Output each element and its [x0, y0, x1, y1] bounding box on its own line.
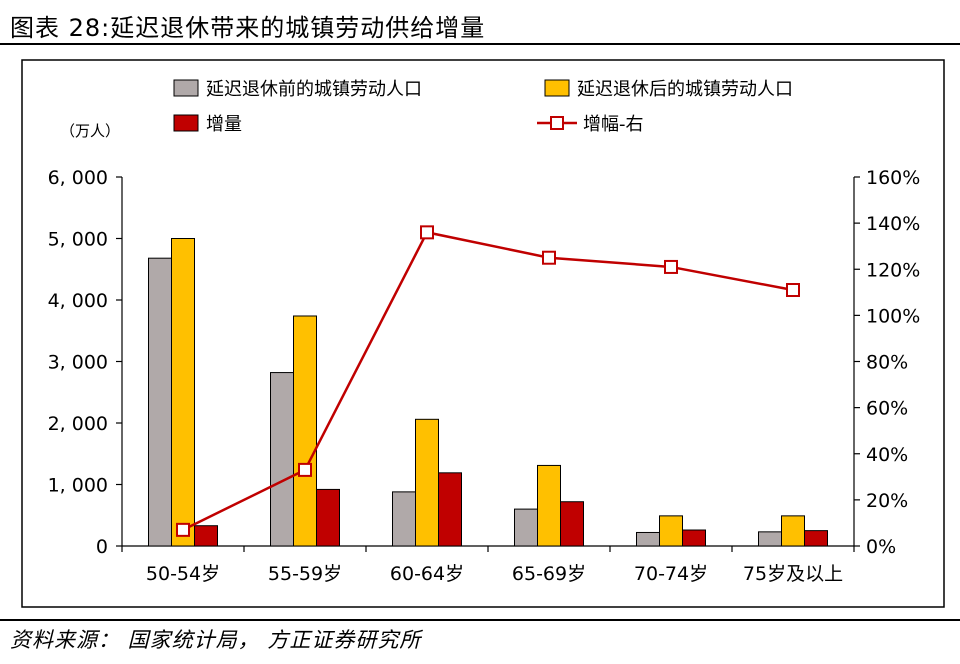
legend-label: 延迟退休前的城镇劳动人口	[206, 79, 422, 100]
growth-point	[298, 462, 312, 477]
left-tick-label: 3, 000	[48, 352, 108, 374]
growth-point	[176, 522, 190, 537]
x-tick-label: 70-74岁	[634, 563, 708, 585]
bar	[438, 472, 462, 547]
bar	[636, 531, 660, 547]
x-tick-label: 75岁及以上	[743, 563, 843, 585]
bar	[781, 515, 805, 547]
x-tick-label: 50-54岁	[146, 563, 220, 585]
top-rule	[0, 43, 960, 45]
right-axis: 0% 20% 40% 60% 80% 100% 120% 140% 160%	[853, 167, 920, 558]
bar	[194, 525, 218, 547]
bar	[682, 529, 706, 547]
bar	[804, 530, 828, 547]
left-tick-label: 6, 000	[48, 167, 108, 189]
legend-swatch	[173, 79, 199, 97]
growth-line	[176, 225, 800, 537]
legend-label: 延迟退休后的城镇劳动人口	[577, 79, 793, 100]
growth-point	[786, 283, 800, 298]
chart-title: 图表 28:延迟退休带来的城镇劳动供给增量	[10, 14, 486, 42]
left-tick-label: 5, 000	[48, 229, 108, 251]
right-tick-label: 20%	[866, 490, 908, 512]
left-axis: 0 1, 000 2, 000 3, 000 4, 000 5, 000 6, 000	[48, 167, 123, 558]
right-tick-label: 80%	[866, 352, 908, 374]
bar	[171, 238, 195, 547]
left-tick-label: 0	[96, 536, 108, 558]
left-tick-label: 2, 000	[48, 413, 108, 435]
legend-label: 增量	[206, 114, 242, 135]
bar	[316, 488, 340, 547]
source-note: 资料来源： 国家统计局， 方正证券研究所	[10, 628, 422, 652]
growth-point	[420, 225, 434, 240]
left-tick-label: 4, 000	[48, 290, 108, 312]
x-axis: 50-54岁 55-59岁 60-64岁 65-69岁 70-74岁 75岁及以上	[121, 545, 855, 585]
right-tick-label: 140%	[866, 213, 920, 235]
bars	[148, 238, 828, 547]
bar	[560, 501, 584, 547]
legend-label: 增幅-右	[583, 114, 644, 135]
growth-line-path	[182, 230, 794, 531]
bar	[537, 464, 561, 547]
x-tick-label: 65-69岁	[512, 563, 586, 585]
growth-point	[664, 259, 678, 274]
bar	[148, 257, 172, 547]
bottom-rule	[0, 619, 960, 621]
bar	[758, 531, 782, 547]
chart-frame	[21, 59, 945, 608]
bar	[415, 418, 439, 547]
right-tick-label: 60%	[866, 398, 908, 420]
right-tick-label: 0%	[866, 536, 896, 558]
legend-swatch	[173, 114, 199, 132]
bar	[293, 315, 317, 547]
growth-point	[542, 250, 556, 265]
left-tick-label: 1, 000	[48, 475, 108, 497]
bar	[514, 508, 538, 547]
right-tick-label: 100%	[866, 305, 920, 327]
bar	[270, 372, 294, 547]
x-tick-label: 55-59岁	[268, 563, 342, 585]
legend-swatch	[544, 79, 570, 97]
bar	[392, 491, 416, 547]
y-unit-label: （万人）	[60, 122, 120, 140]
right-tick-label: 40%	[866, 444, 908, 466]
legend-marker	[550, 116, 564, 130]
x-tick-label: 60-64岁	[390, 563, 464, 585]
right-tick-label: 160%	[866, 167, 920, 189]
right-tick-label: 120%	[866, 259, 920, 281]
bar	[659, 515, 683, 547]
